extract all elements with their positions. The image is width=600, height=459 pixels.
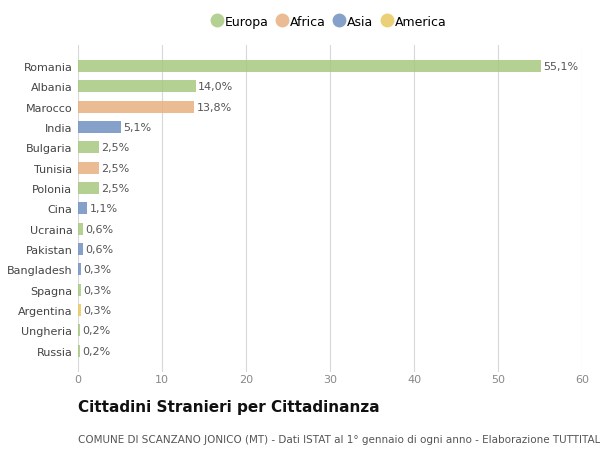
Text: 0,6%: 0,6% <box>86 224 113 234</box>
Bar <box>78 183 99 195</box>
Bar <box>78 345 80 357</box>
Text: 0,3%: 0,3% <box>83 285 111 295</box>
Text: 14,0%: 14,0% <box>198 82 233 92</box>
Legend: Europa, Africa, Asia, America: Europa, Africa, Asia, America <box>211 13 449 31</box>
Bar <box>78 61 541 73</box>
Text: 0,3%: 0,3% <box>83 305 111 315</box>
Bar <box>78 304 80 316</box>
Bar <box>78 243 83 256</box>
Bar <box>78 203 87 215</box>
Text: COMUNE DI SCANZANO JONICO (MT) - Dati ISTAT al 1° gennaio di ogni anno - Elabora: COMUNE DI SCANZANO JONICO (MT) - Dati IS… <box>78 434 600 444</box>
Bar <box>78 223 83 235</box>
Bar <box>78 142 99 154</box>
Text: 1,1%: 1,1% <box>90 204 118 214</box>
Text: 13,8%: 13,8% <box>196 102 232 112</box>
Text: 5,1%: 5,1% <box>124 123 151 133</box>
Bar <box>78 284 80 296</box>
Text: 0,2%: 0,2% <box>82 325 110 336</box>
Text: 2,5%: 2,5% <box>101 184 130 194</box>
Bar <box>78 101 194 113</box>
Text: 55,1%: 55,1% <box>544 62 578 72</box>
Text: 0,2%: 0,2% <box>82 346 110 356</box>
Bar <box>78 81 196 93</box>
Text: 2,5%: 2,5% <box>101 143 130 153</box>
Text: 2,5%: 2,5% <box>101 163 130 173</box>
Text: 0,6%: 0,6% <box>86 245 113 254</box>
Text: Cittadini Stranieri per Cittadinanza: Cittadini Stranieri per Cittadinanza <box>78 399 380 414</box>
Bar <box>78 162 99 174</box>
Bar <box>78 122 121 134</box>
Bar <box>78 263 80 276</box>
Bar <box>78 325 80 337</box>
Text: 0,3%: 0,3% <box>83 265 111 274</box>
